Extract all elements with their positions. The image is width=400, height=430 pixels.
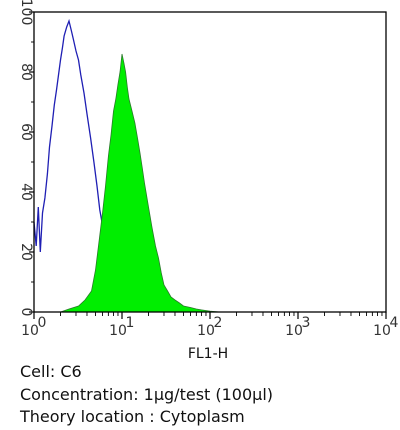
x-tick-label: 10 <box>197 323 215 339</box>
x-tick-exponent: 0 <box>38 315 47 331</box>
y-tick-label: 40 <box>18 183 34 201</box>
x-tick-exponent: 4 <box>390 315 399 331</box>
x-tick-exponent: 2 <box>214 315 223 331</box>
x-tick-label: 10 <box>373 323 391 339</box>
plot-area <box>33 18 386 313</box>
x-axis-label: FL1-H <box>188 346 228 360</box>
x-tick-exponent: 3 <box>302 315 311 331</box>
x-tick-exponent: 1 <box>126 315 135 331</box>
x-tick-label: 10 <box>21 323 39 339</box>
y-tick-label: 0 <box>18 308 34 317</box>
x-tick-label: 10 <box>109 323 127 339</box>
plot-frame <box>33 11 387 313</box>
x-tick-label: 10 <box>285 323 303 339</box>
y-tick-label: 100 <box>18 0 34 25</box>
caption-concentration: Concentration: 1μg/test (100μl) <box>20 385 274 404</box>
filled-histogram-series <box>34 53 386 313</box>
y-tick-label: 60 <box>18 123 34 141</box>
caption-location: Theory location : Cytoplasm <box>20 407 245 426</box>
caption-cell: Cell: C6 <box>20 362 82 381</box>
y-tick-label: 80 <box>18 63 34 81</box>
y-tick-label: 20 <box>18 243 34 261</box>
